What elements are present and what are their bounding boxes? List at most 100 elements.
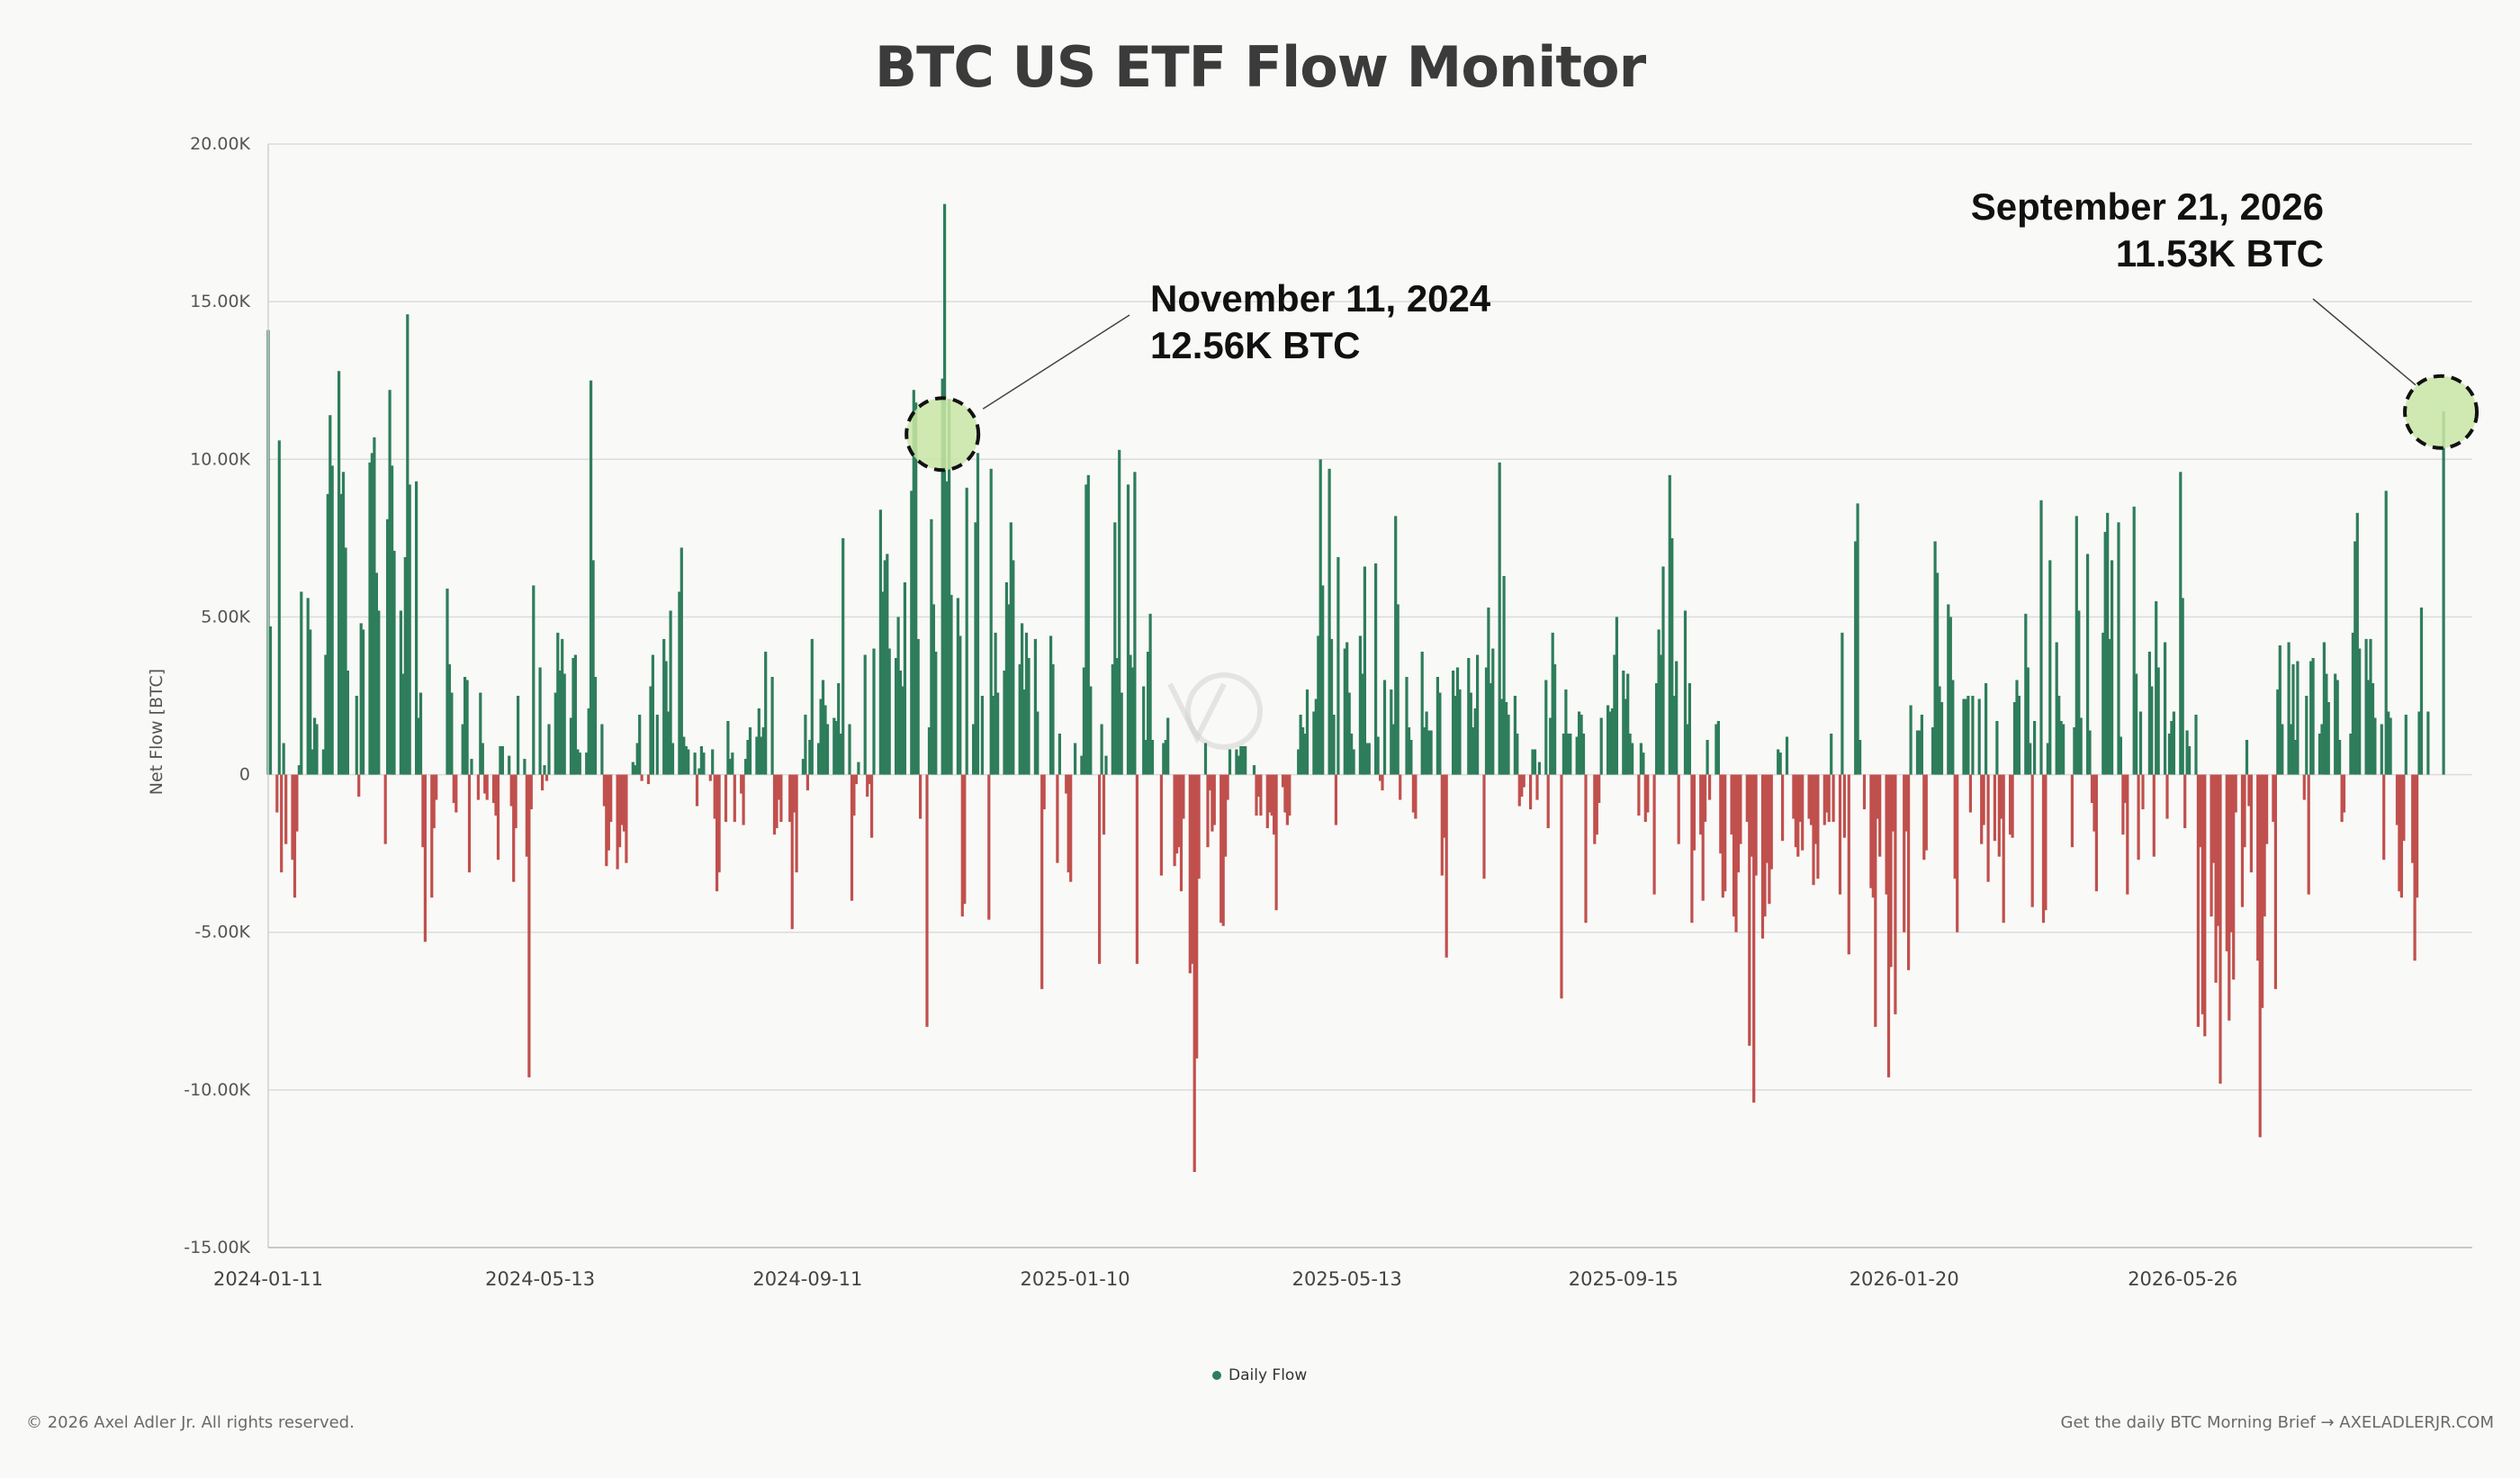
flow-bar xyxy=(1903,774,1906,933)
flow-bar xyxy=(1022,689,1026,775)
flow-bar xyxy=(2442,410,2445,775)
flow-bar xyxy=(1529,774,1533,810)
flow-bar xyxy=(1814,774,1818,844)
flow-bar xyxy=(2413,774,2416,961)
flow-bar xyxy=(1980,774,1984,844)
flow-bar xyxy=(2210,774,2213,917)
flow-bar xyxy=(1977,698,1981,775)
flow-bar xyxy=(972,724,976,775)
flow-bar xyxy=(2026,667,2030,775)
flow-bar xyxy=(1224,774,1228,857)
flow-bar xyxy=(1560,774,1563,999)
flow-bar xyxy=(2110,560,2114,775)
flow-bar xyxy=(508,755,511,775)
flow-bar xyxy=(760,736,763,775)
flow-bar xyxy=(1012,560,1015,775)
flow-bar xyxy=(1584,774,1588,924)
flow-bar xyxy=(932,604,935,775)
flow-bar xyxy=(1329,638,1334,775)
flow-bar xyxy=(2079,717,2083,775)
flow-bar xyxy=(2351,632,2354,775)
flow-bar xyxy=(1953,774,1957,879)
flow-bar xyxy=(1130,667,1134,775)
flow-bar xyxy=(1487,607,1490,775)
flow-bar xyxy=(1668,474,1671,775)
flow-bar xyxy=(1394,516,1398,775)
flow-bar xyxy=(275,774,279,813)
flow-bar xyxy=(1443,774,1446,838)
flow-bar xyxy=(1581,734,1586,775)
flow-bar xyxy=(1652,774,1656,895)
flow-bar xyxy=(2318,734,2322,775)
flow-bar xyxy=(280,774,284,873)
flow-bar xyxy=(1699,774,1703,835)
flow-bar xyxy=(1018,664,1022,775)
flow-bar xyxy=(1708,774,1712,800)
flow-bar xyxy=(1066,774,1070,873)
flow-bar xyxy=(635,743,639,775)
flow-bar xyxy=(980,696,984,775)
flow-bar xyxy=(357,774,361,798)
flow-bar xyxy=(728,759,732,775)
flow-bar xyxy=(1312,711,1316,775)
flow-bar xyxy=(1409,740,1413,775)
flow-bar xyxy=(1318,459,1322,775)
flow-bar xyxy=(435,774,438,800)
flow-bar xyxy=(1203,743,1208,775)
flow-bar xyxy=(1265,774,1269,829)
flow-bar xyxy=(1343,648,1346,775)
flow-bar xyxy=(808,740,812,775)
flow-bar xyxy=(401,673,405,775)
flow-bar xyxy=(326,493,329,775)
flow-bar xyxy=(2402,774,2406,842)
x-tick-label: 2024-05-13 xyxy=(485,1268,595,1290)
flow-bar xyxy=(1175,774,1179,854)
flow-bar xyxy=(1003,671,1006,775)
flow-bar xyxy=(788,774,792,823)
flow-bar xyxy=(1472,727,1475,775)
flow-bar xyxy=(1206,774,1210,848)
flow-bar xyxy=(1399,774,1402,800)
flow-bar xyxy=(1502,575,1506,775)
flow-bar xyxy=(1256,774,1261,798)
flow-bar xyxy=(1889,774,1893,968)
flow-bar xyxy=(1569,734,1572,775)
flow-bar xyxy=(408,484,411,775)
flow-bar xyxy=(2249,774,2253,873)
flow-bar xyxy=(1993,774,1996,842)
flow-bar xyxy=(1192,774,1196,1172)
promo-footer-link[interactable]: Get the daily BTC Morning Brief → AXELAD… xyxy=(2060,1413,2494,1432)
flow-bar xyxy=(1566,734,1570,775)
flow-bar xyxy=(1191,774,1194,964)
flow-bar xyxy=(842,537,845,775)
flow-bar xyxy=(790,774,794,930)
flow-bar xyxy=(1922,774,1926,861)
flow-bar xyxy=(1467,658,1471,775)
flow-bar xyxy=(1321,585,1325,775)
flow-bar xyxy=(1444,774,1448,958)
flow-bar xyxy=(2307,774,2310,895)
flow-bar xyxy=(742,774,745,825)
flow-bar xyxy=(573,654,577,775)
flow-bar xyxy=(1686,724,1689,775)
flow-bar xyxy=(341,472,346,775)
flow-bar xyxy=(2138,711,2143,775)
flow-bar xyxy=(1182,774,1185,819)
flow-bar xyxy=(446,588,449,775)
flow-bar xyxy=(470,759,473,775)
flow-bar xyxy=(2302,774,2306,800)
flow-bar xyxy=(344,547,347,775)
flow-bar xyxy=(403,556,407,775)
flow-bar xyxy=(1058,734,1061,775)
flow-bar xyxy=(1706,740,1709,775)
flow-bar xyxy=(430,774,434,898)
flow-bar xyxy=(593,677,598,775)
flow-bar xyxy=(1827,774,1831,823)
flow-bar xyxy=(726,721,730,775)
flow-bar xyxy=(895,658,898,775)
flow-bar xyxy=(2287,642,2290,775)
flow-bar xyxy=(699,746,703,775)
flow-bar xyxy=(866,774,869,798)
legend[interactable]: Daily Flow xyxy=(1212,1366,1307,1384)
flow-bar xyxy=(1009,522,1012,775)
